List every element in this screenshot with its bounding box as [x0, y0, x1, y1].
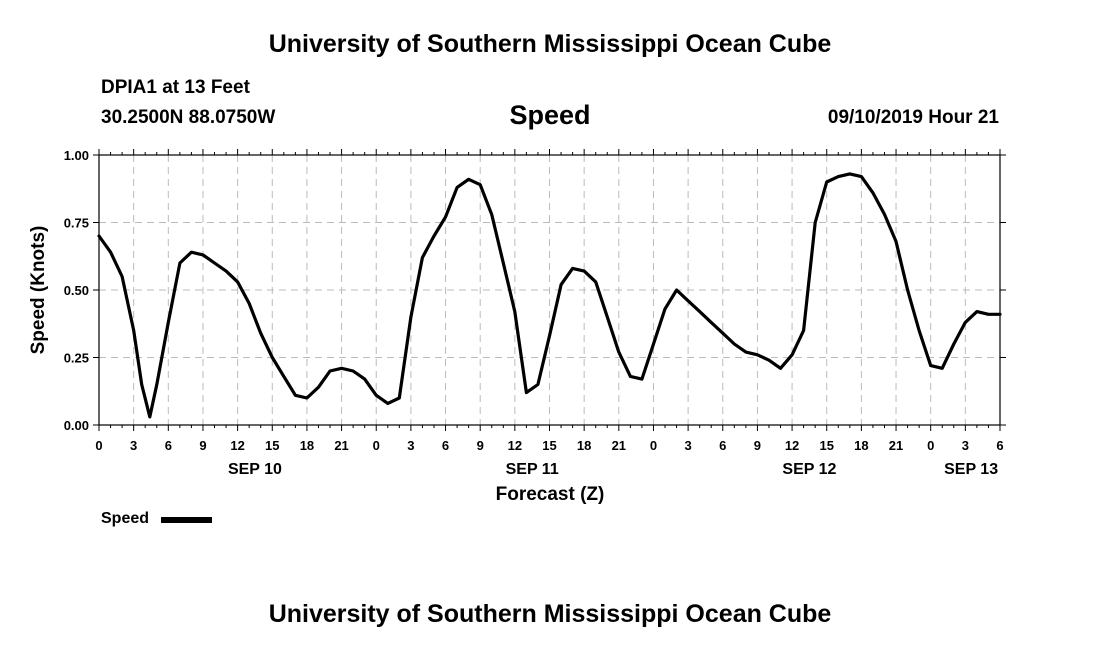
x-tick-label: 3	[407, 438, 414, 453]
x-tick-label: 6	[719, 438, 726, 453]
x-day-label: SEP 11	[506, 461, 559, 478]
page-title: University of Southern Mississippi Ocean…	[268, 30, 832, 58]
x-axis-label: Forecast (Z)	[496, 484, 605, 505]
plot-frame	[98, 154, 1001, 426]
x-tick-label: 12	[508, 438, 522, 453]
y-tick-label: 1.00	[64, 148, 89, 163]
x-tick-label: 21	[889, 438, 903, 453]
speed-series-line	[97, 172, 1002, 419]
x-tick-label: 6	[996, 438, 1003, 453]
x-tick-label: 9	[477, 438, 484, 453]
x-tick-label: 18	[854, 438, 868, 453]
chart-series	[97, 172, 1002, 419]
x-day-label: SEP 10	[228, 461, 282, 478]
x-tick-label: 21	[612, 438, 626, 453]
x-tick-label: 6	[442, 438, 449, 453]
x-tick-label: 18	[577, 438, 591, 453]
y-tick-label: 0.25	[64, 351, 89, 366]
coordinates-label: 30.2500N 88.0750W	[101, 107, 276, 128]
station-label: DPIA1 at 13 Feet	[101, 77, 250, 98]
x-tick-label: 0	[650, 438, 657, 453]
x-tick-label: 3	[130, 438, 137, 453]
y-tick-label: 0.00	[64, 418, 89, 433]
x-tick-label: 12	[785, 438, 799, 453]
x-tick-label: 12	[230, 438, 244, 453]
y-axis-label: Speed (Knots)	[28, 226, 49, 355]
legend-swatch	[161, 517, 212, 523]
x-tick-label: 3	[684, 438, 691, 453]
chart-grid	[99, 155, 1000, 425]
x-tick-label: 18	[300, 438, 314, 453]
x-day-label: SEP 12	[782, 461, 836, 478]
footer-title: University of Southern Mississippi Ocean…	[268, 600, 832, 628]
x-day-label: SEP 13	[944, 461, 998, 478]
x-tick-label: 6	[165, 438, 172, 453]
y-tick-label: 0.50	[64, 283, 89, 298]
x-tick-label: 15	[265, 438, 279, 453]
forecast-timestamp: 09/10/2019 Hour 21	[827, 107, 999, 128]
y-tick-label: 0.75	[64, 216, 89, 231]
legend-label: Speed	[101, 510, 150, 527]
x-tick-label: 21	[334, 438, 348, 453]
x-tick-label: 0	[95, 438, 102, 453]
x-tick-label: 3	[962, 438, 969, 453]
x-tick-label: 0	[373, 438, 380, 453]
x-tick-label: 15	[542, 438, 556, 453]
chart-title: Speed	[509, 100, 591, 130]
x-tick-label: 9	[199, 438, 206, 453]
chart-axes: 0.00 0.25 0.50 0.75 1.00 0 3 6 9 12 15 18 21 0 3 6 9 12 15…	[64, 148, 1006, 478]
x-tick-label: 9	[754, 438, 761, 453]
x-tick-label: 0	[927, 438, 934, 453]
x-tick-label: 15	[819, 438, 833, 453]
